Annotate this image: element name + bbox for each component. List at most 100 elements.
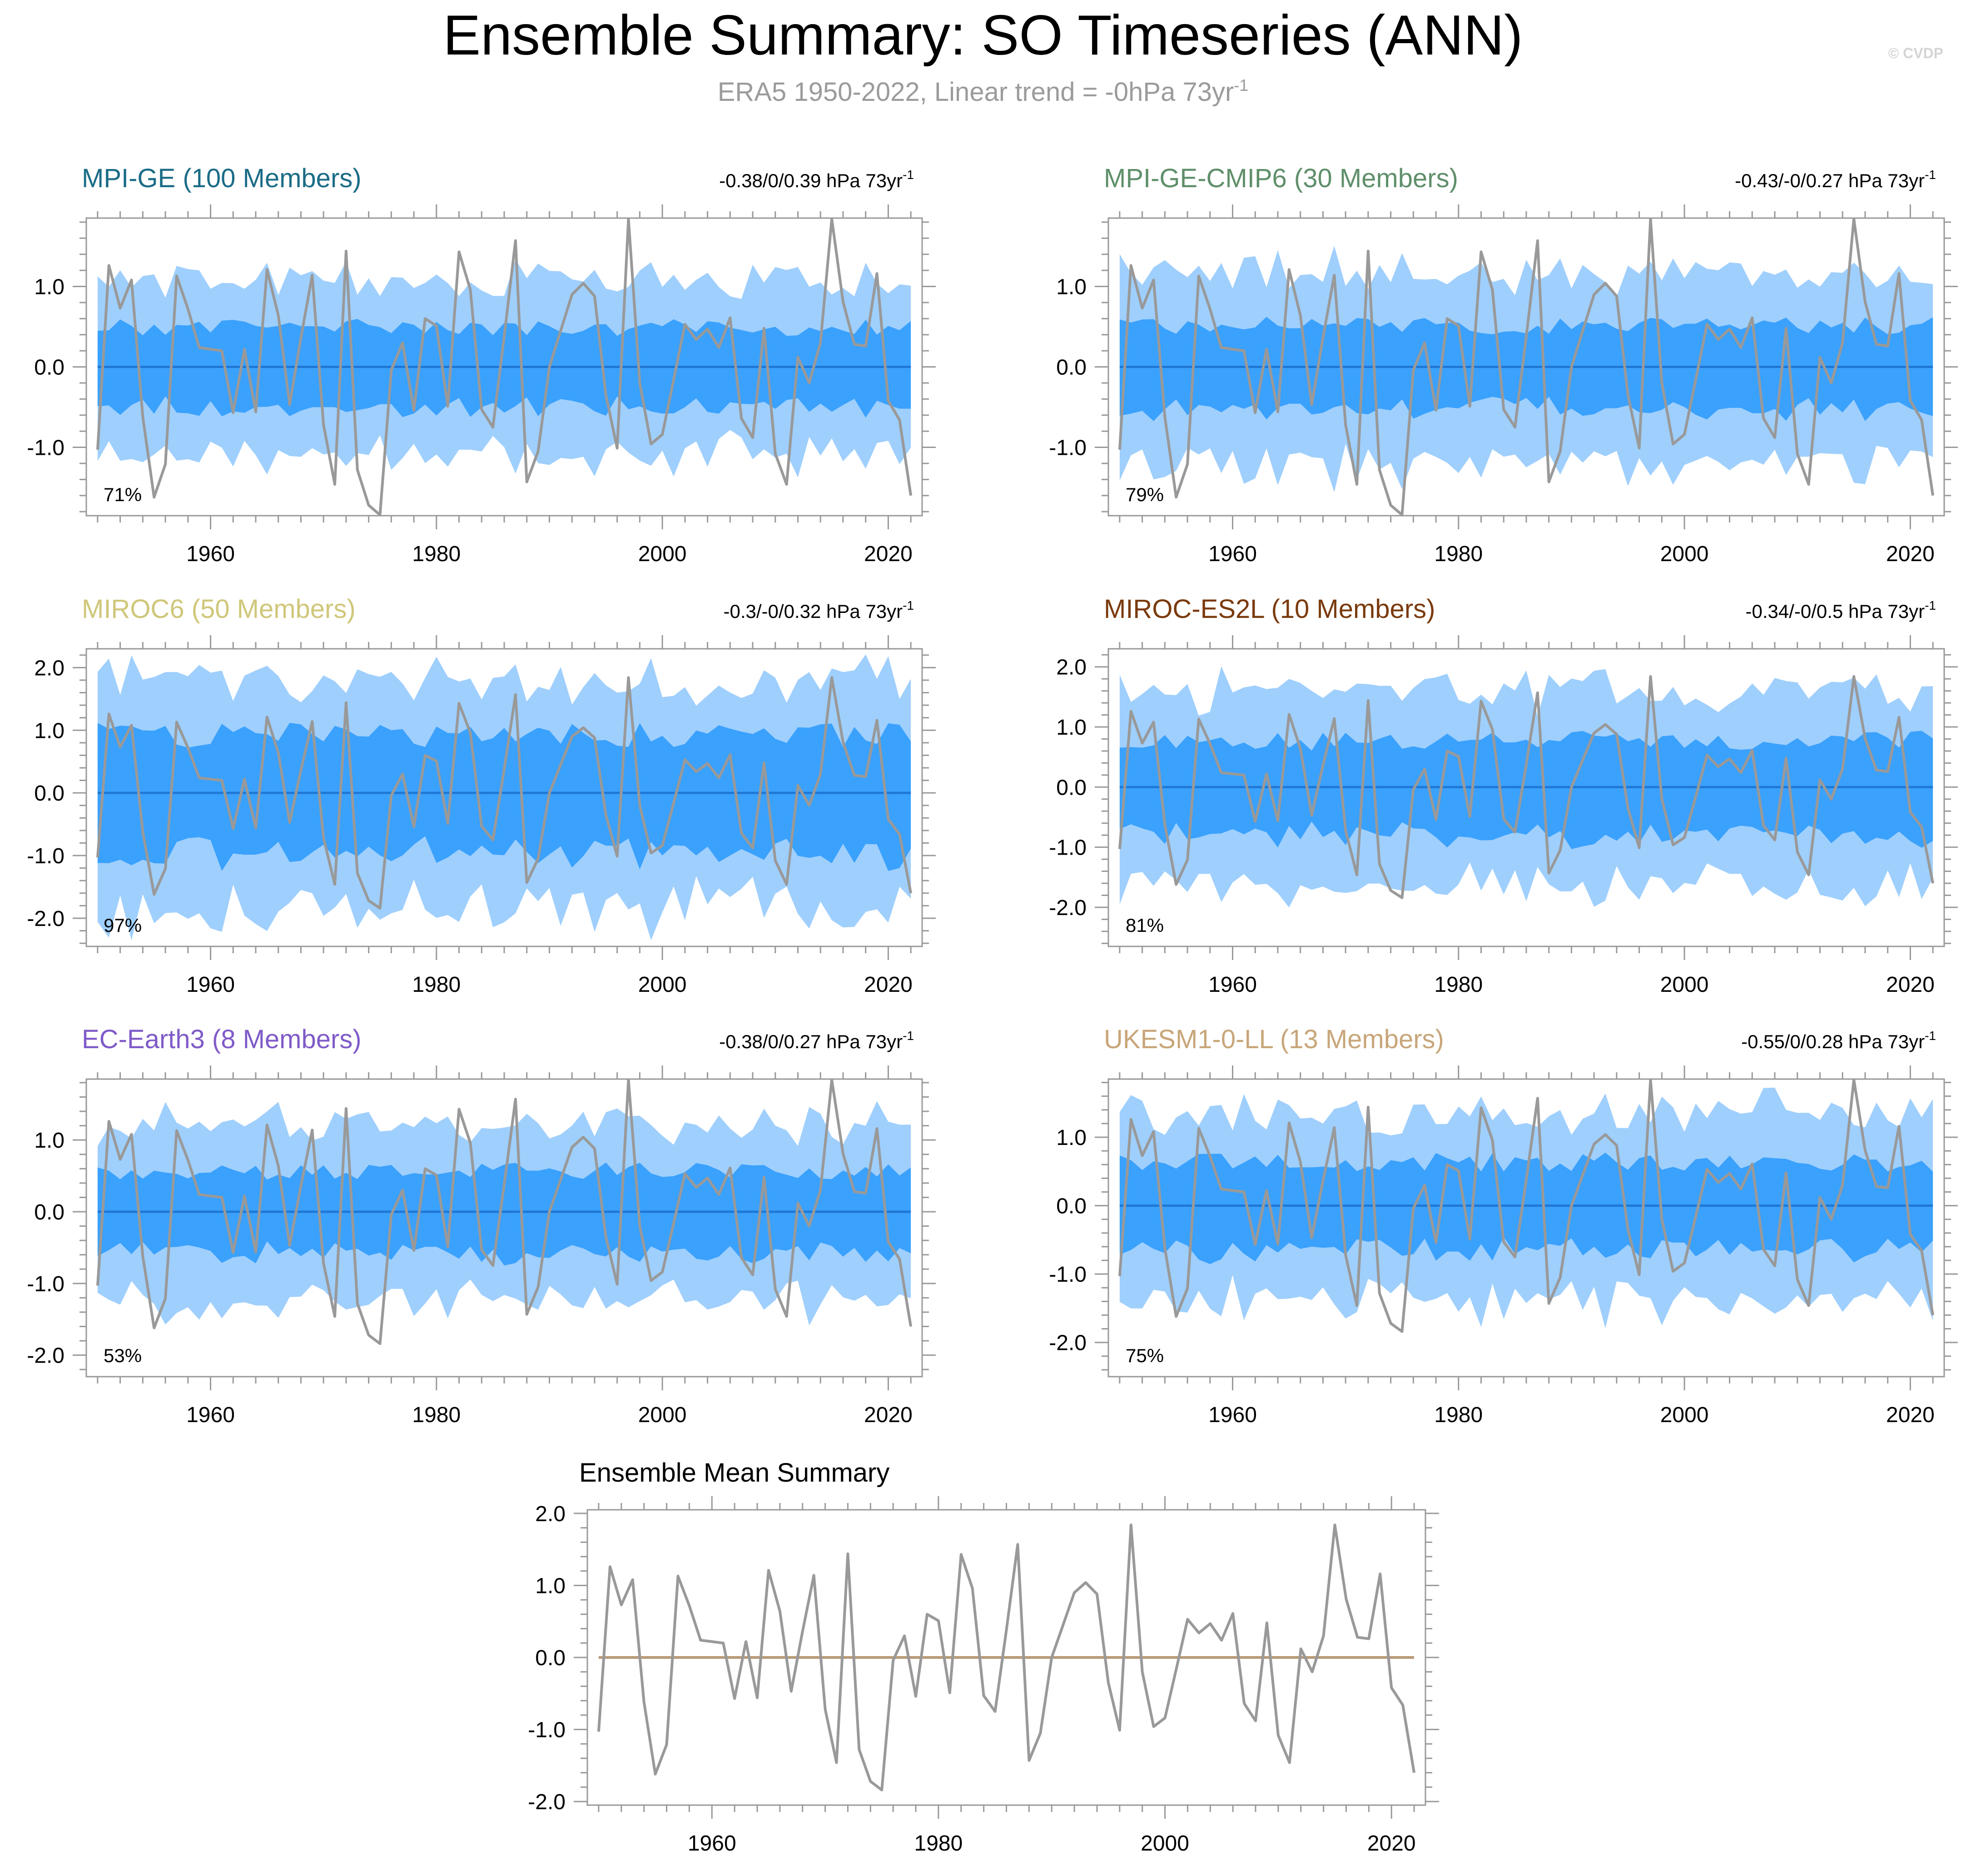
trend-range-text: -0.43/-0/0.27 hPa 73yr <box>1735 170 1925 191</box>
x-tick-label: 2020 <box>864 1403 913 1427</box>
era5-observation-line <box>1118 1079 1935 1333</box>
x-tick-label: 2000 <box>638 973 687 997</box>
y-tick-label: 1.0 <box>34 275 65 299</box>
plot-area <box>1118 666 1935 908</box>
era5-observation-line <box>597 1523 1416 1791</box>
era5-observation-line <box>96 676 913 910</box>
x-tick-label: 2020 <box>1886 1403 1935 1427</box>
x-tick-label: 1960 <box>186 542 235 566</box>
y-tick-label: 0.0 <box>1056 1194 1087 1219</box>
x-tick-label: 1960 <box>186 1403 235 1427</box>
x-tick-label: 1980 <box>412 1403 461 1427</box>
x-tick-label: 2020 <box>1886 973 1935 997</box>
ensemble-mean-summary-title: Ensemble Mean Summary <box>579 1458 889 1488</box>
trend-range-label: -0.55/0/0.28 hPa 73yr-1 <box>1741 1029 1936 1052</box>
percent-label: 53% <box>104 1345 142 1366</box>
y-tick-label: 2.0 <box>1056 656 1087 680</box>
trend-range-text: -0.3/-0/0.32 hPa 73yr <box>724 601 903 622</box>
chart-panel-2: -1.0 0.0 1.0 1960 1980 2000 2020 MPI-GE-CMIP6 (… <box>1049 164 1958 566</box>
x-tick-label: 1960 <box>688 1831 736 1856</box>
plot-area <box>96 1079 913 1345</box>
plot-area <box>96 654 913 940</box>
y-tick-label: -2.0 <box>27 1344 65 1368</box>
y-tick-label: -1.0 <box>27 844 65 868</box>
y-tick-label: -1.0 <box>1049 836 1087 860</box>
x-tick-label: 2000 <box>1660 542 1709 566</box>
x-tick-label: 1980 <box>412 542 461 566</box>
x-tick-label: 2020 <box>864 542 913 566</box>
trend-range-superscript: -1 <box>903 168 914 182</box>
trend-range-text: -0.34/-0/0.5 hPa 73yr <box>1746 601 1925 622</box>
percent-label: 79% <box>1126 484 1164 505</box>
y-tick-label: -2.0 <box>1049 896 1087 920</box>
x-tick-label: 1980 <box>1434 1403 1483 1427</box>
x-tick-label: 2000 <box>638 542 687 566</box>
y-tick-label: 0.0 <box>1056 356 1087 380</box>
x-tick-label: 2020 <box>864 973 913 997</box>
y-tick-label: 0.0 <box>34 781 65 806</box>
y-tick-label: -1.0 <box>528 1718 566 1742</box>
y-tick-label: 1.0 <box>1056 716 1087 740</box>
trend-range-label: -0.43/-0/0.27 hPa 73yr-1 <box>1735 168 1936 191</box>
main-subtitle-text: ERA5 1950-2022, Linear trend = -0hPa 73y… <box>718 77 1234 107</box>
x-tick-label: 2000 <box>1660 1403 1709 1427</box>
y-tick-label: -2.0 <box>528 1790 566 1814</box>
x-tick-label: 1960 <box>186 973 235 997</box>
trend-range-text: -0.38/0/0.39 hPa 73yr <box>719 170 903 191</box>
trend-range-superscript: -1 <box>903 1029 914 1043</box>
y-tick-label: 1.0 <box>34 719 65 743</box>
chart-panel-6: -2.0 -1.0 0.0 1.0 1960 1980 2000 2020 UKESM1-0-L… <box>1049 1025 1958 1427</box>
era5-observation-line <box>1118 675 1935 899</box>
x-tick-label: 2020 <box>1367 1831 1416 1856</box>
chart-panel-1: -1.0 0.0 1.0 1960 1980 2000 2020 MPI-GE (100 Me… <box>27 164 936 566</box>
x-tick-label: 1960 <box>1208 542 1257 566</box>
percent-label: 71% <box>104 484 142 505</box>
x-tick-label: 2020 <box>1886 542 1935 566</box>
x-tick-label: 2000 <box>1660 973 1709 997</box>
y-tick-label: 2.0 <box>34 656 65 680</box>
y-tick-label: 1.0 <box>1056 275 1087 299</box>
trend-range-label: -0.38/0/0.27 hPa 73yr-1 <box>719 1029 914 1052</box>
panel-title: EC-Earth3 (8 Members) <box>82 1025 362 1054</box>
trend-range-superscript: -1 <box>903 598 914 612</box>
x-tick-label: 1980 <box>914 1831 963 1856</box>
panel-title: MIROC6 (50 Members) <box>82 594 356 624</box>
era5-observation-line <box>96 218 913 516</box>
y-tick-label: 1.0 <box>535 1574 566 1598</box>
trend-range-label: -0.38/0/0.39 hPa 73yr-1 <box>719 168 914 191</box>
panel-title: MPI-GE (100 Members) <box>82 164 362 193</box>
main-subtitle: ERA5 1950-2022, Linear trend = -0hPa 73y… <box>718 76 1249 107</box>
chart-panel-5: -2.0 -1.0 0.0 1.0 1960 1980 2000 2020 EC-Earth3 … <box>27 1025 936 1427</box>
chart-panel-7: -2.0 -1.0 0.0 1.0 2.0 1960 1980 2000 2020 Ensembl… <box>528 1458 1439 1856</box>
y-tick-label: 0.0 <box>34 1200 65 1224</box>
percent-label: 81% <box>1126 915 1164 936</box>
trend-range-label: -0.34/-0/0.5 hPa 73yr-1 <box>1746 598 1936 622</box>
panel-title: MIROC-ES2L (10 Members) <box>1104 594 1435 624</box>
y-tick-label: 0.0 <box>34 356 65 380</box>
plot-area <box>597 1523 1416 1791</box>
x-tick-label: 1980 <box>1434 973 1483 997</box>
trend-range-superscript: -1 <box>1925 598 1936 612</box>
percent-label: 75% <box>1126 1345 1164 1366</box>
y-tick-label: -1.0 <box>1049 436 1087 460</box>
chart-panel-3: -2.0 -1.0 0.0 1.0 2.0 1960 1980 2000 2020 MIROC6 … <box>27 594 936 997</box>
plot-area <box>1118 1079 1935 1333</box>
panel-title: MPI-GE-CMIP6 (30 Members) <box>1104 164 1458 193</box>
y-tick-label: -2.0 <box>27 907 65 931</box>
era5-observation-line <box>1118 218 1935 516</box>
y-tick-label: -1.0 <box>27 1272 65 1296</box>
cvdp-watermark: © CVDP <box>1888 45 1943 61</box>
y-tick-label: -1.0 <box>1049 1263 1087 1287</box>
y-tick-label: 0.0 <box>1056 776 1087 800</box>
chart-panels: -1.0 0.0 1.0 1960 1980 2000 2020 MPI-GE (100 Me… <box>27 164 1958 1856</box>
trend-range-superscript: -1 <box>1925 1029 1936 1043</box>
trend-range-text: -0.38/0/0.27 hPa 73yr <box>719 1031 903 1052</box>
y-tick-label: 1.0 <box>34 1129 65 1153</box>
main-subtitle-superscript: -1 <box>1234 76 1248 95</box>
x-tick-label: 2000 <box>638 1403 687 1427</box>
y-tick-label: 1.0 <box>1056 1126 1087 1150</box>
trend-range-text: -0.55/0/0.28 hPa 73yr <box>1741 1031 1925 1052</box>
x-tick-label: 2000 <box>1141 1831 1189 1856</box>
plot-area <box>1118 218 1935 516</box>
